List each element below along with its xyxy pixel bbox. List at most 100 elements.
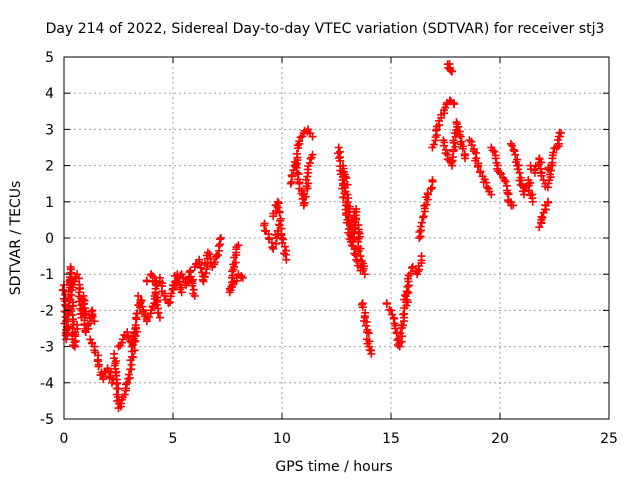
data-point-marker <box>506 139 515 148</box>
data-point-marker <box>124 370 133 379</box>
data-point-marker <box>216 234 225 242</box>
data-point-marker <box>450 100 459 109</box>
data-point-marker <box>88 312 97 321</box>
chart-title: Day 214 of 2022, Sidereal Day-to-day VTE… <box>46 21 605 37</box>
data-point-marker <box>428 176 437 185</box>
y-tick-label: 1 <box>45 195 54 211</box>
data-point-marker <box>142 276 151 285</box>
data-point-marker <box>363 328 372 337</box>
data-point-marker <box>132 309 141 318</box>
data-point-marker <box>487 190 496 199</box>
data-point-marker <box>167 289 176 298</box>
data-point-marker <box>511 150 520 159</box>
data-point-marker <box>212 252 221 261</box>
data-point-marker <box>66 307 75 316</box>
data-point-marker <box>361 321 370 330</box>
data-point-marker <box>528 197 537 206</box>
y-tick-label: 2 <box>45 159 54 175</box>
data-point-marker <box>127 360 136 369</box>
data-point-marker <box>416 222 425 231</box>
data-point-marker <box>274 199 283 208</box>
data-point-marker <box>364 329 373 338</box>
data-point-marker <box>120 390 129 399</box>
x-tick-label: 15 <box>382 431 400 447</box>
data-point-marker <box>342 174 351 183</box>
data-point-marker <box>490 147 499 156</box>
data-point-marker <box>94 362 103 371</box>
data-point-marker <box>134 291 143 300</box>
data-point-marker <box>164 299 173 308</box>
data-point-marker <box>231 258 240 267</box>
axis-ticks <box>63 56 610 420</box>
x-tick-label: 25 <box>600 431 618 447</box>
data-point-marker <box>352 215 361 224</box>
data-point-marker <box>350 249 359 258</box>
data-point-marker <box>454 122 463 131</box>
data-point-marker <box>476 168 485 177</box>
x-tick-label: 5 <box>169 431 178 447</box>
data-point-marker <box>535 154 544 163</box>
data-point-marker <box>334 149 343 158</box>
data-point-marker <box>417 218 426 227</box>
data-point-marker <box>391 324 400 333</box>
data-point-marker <box>501 177 510 186</box>
data-point-marker <box>423 189 432 198</box>
data-point-marker <box>70 341 79 350</box>
data-point-marker <box>417 252 426 261</box>
data-point-marker <box>303 172 312 181</box>
data-point-marker <box>347 237 356 246</box>
data-point-marker <box>515 168 524 177</box>
data-point-marker <box>491 154 500 163</box>
data-point-marker <box>190 291 199 300</box>
grid-lines <box>64 57 609 419</box>
data-point-marker <box>549 148 558 157</box>
data-point-marker <box>136 298 145 307</box>
data-point-marker <box>286 179 295 188</box>
data-point-marker <box>125 374 134 383</box>
data-point-marker <box>177 288 186 297</box>
data-point-marker <box>402 287 411 296</box>
data-point-marker <box>537 212 546 221</box>
data-point-marker <box>152 300 161 309</box>
data-point-marker <box>461 154 470 163</box>
data-point-marker <box>131 321 140 330</box>
data-point-marker <box>114 342 123 351</box>
data-point-marker <box>292 149 301 158</box>
y-tick-label: 0 <box>45 231 54 247</box>
data-point-marker <box>205 250 214 259</box>
data-point-marker <box>177 270 186 279</box>
data-point-marker <box>537 171 546 180</box>
data-point-marker <box>496 168 504 177</box>
y-tick-label: 3 <box>45 122 54 138</box>
data-point-marker <box>308 150 317 159</box>
data-point-marker <box>188 281 197 290</box>
data-point-marker <box>508 141 517 150</box>
data-point-marker <box>137 296 146 305</box>
data-point-marker <box>360 270 369 279</box>
y-tick-label: -1 <box>40 267 54 283</box>
data-point-marker <box>308 132 317 141</box>
data-point-marker <box>396 329 405 338</box>
data-point-marker <box>488 146 497 155</box>
data-point-marker <box>356 266 365 275</box>
data-point-marker <box>273 203 282 212</box>
data-point-marker <box>456 132 465 141</box>
data-point-marker <box>347 222 356 231</box>
data-point-marker <box>510 147 519 156</box>
data-point-marker <box>524 186 533 195</box>
data-point-marker <box>455 130 464 139</box>
data-point-marker <box>343 190 352 199</box>
data-point-marker <box>473 162 482 171</box>
data-point-marker <box>287 171 296 180</box>
data-point-marker <box>482 183 491 192</box>
data-point-marker <box>80 299 89 308</box>
data-point-marker <box>509 145 518 154</box>
data-point-marker <box>210 258 219 267</box>
data-point-marker <box>155 313 164 322</box>
data-point-marker <box>296 133 305 142</box>
data-point-marker <box>293 141 302 150</box>
data-point-marker <box>382 299 391 308</box>
data-point-marker <box>271 239 280 248</box>
y-tick-label: -3 <box>40 340 54 356</box>
